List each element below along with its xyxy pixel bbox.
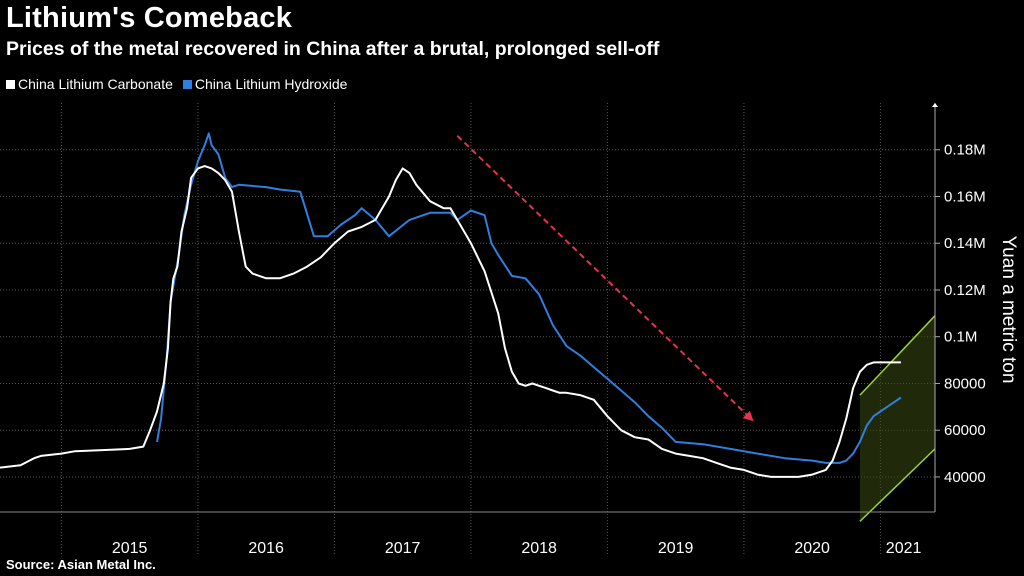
- y-tick-label: 80000: [944, 375, 986, 392]
- chart-subtitle: Prices of the metal recovered in China a…: [6, 38, 660, 60]
- x-tick-label: 2018: [521, 540, 557, 557]
- x-tick-label: 2016: [248, 540, 284, 557]
- y-axis-title: Yuan a metric ton: [998, 236, 1019, 384]
- legend-swatch-hydroxide: [182, 79, 192, 89]
- series-line-hydroxide: [156, 132, 902, 464]
- legend-item-hydroxide: China Lithium Hydroxide: [182, 76, 348, 92]
- channel-upper-line: [859, 315, 936, 396]
- y-tick-label: 0.16M: [944, 188, 986, 205]
- legend: China Lithium Carbonate China Lithium Hy…: [6, 76, 357, 92]
- y-tick-label: 40000: [944, 469, 986, 486]
- series-line-carbonate: [0, 165, 901, 478]
- source-note: Source: Asian Metal Inc.: [6, 557, 156, 572]
- legend-label-carbonate: China Lithium Carbonate: [18, 76, 173, 92]
- channel-lower-line: [859, 448, 936, 522]
- recovery-channel: [859, 315, 935, 522]
- x-tick-label: 2017: [385, 540, 421, 557]
- x-tick-label: 2021: [886, 540, 922, 557]
- y-axis-arrow: [932, 103, 938, 107]
- y-tick-label: 0.14M: [944, 235, 986, 252]
- y-tick-label: 0.1M: [944, 329, 977, 346]
- x-tick-label: 2015: [112, 540, 148, 557]
- y-tick-label: 60000: [944, 422, 986, 439]
- y-tick-label: 0.12M: [944, 282, 986, 299]
- legend-item-carbonate: China Lithium Carbonate: [6, 76, 173, 92]
- legend-label-hydroxide: China Lithium Hydroxide: [194, 76, 348, 92]
- chart-title: Lithium's Comeback: [6, 2, 293, 34]
- x-tick-label: 2020: [794, 540, 830, 557]
- x-tick-label: 2019: [658, 540, 694, 557]
- downtrend-arrow: [456, 134, 754, 422]
- legend-swatch-carbonate: [6, 79, 15, 89]
- y-tick-label: 0.18M: [944, 142, 986, 159]
